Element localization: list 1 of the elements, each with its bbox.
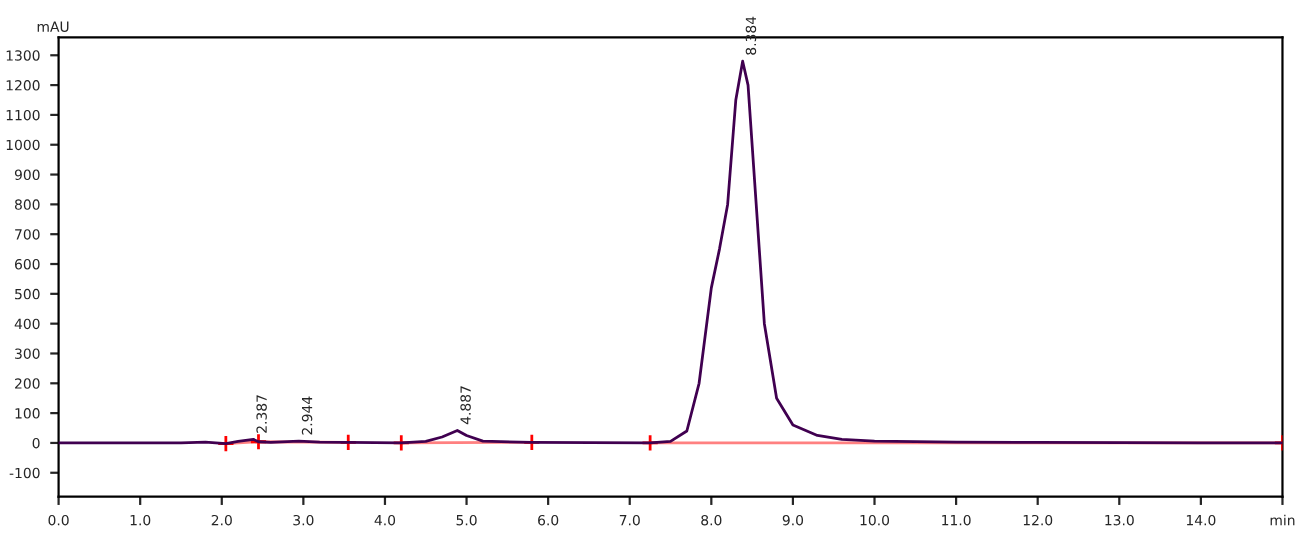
line-series (58, 59, 1283, 445)
